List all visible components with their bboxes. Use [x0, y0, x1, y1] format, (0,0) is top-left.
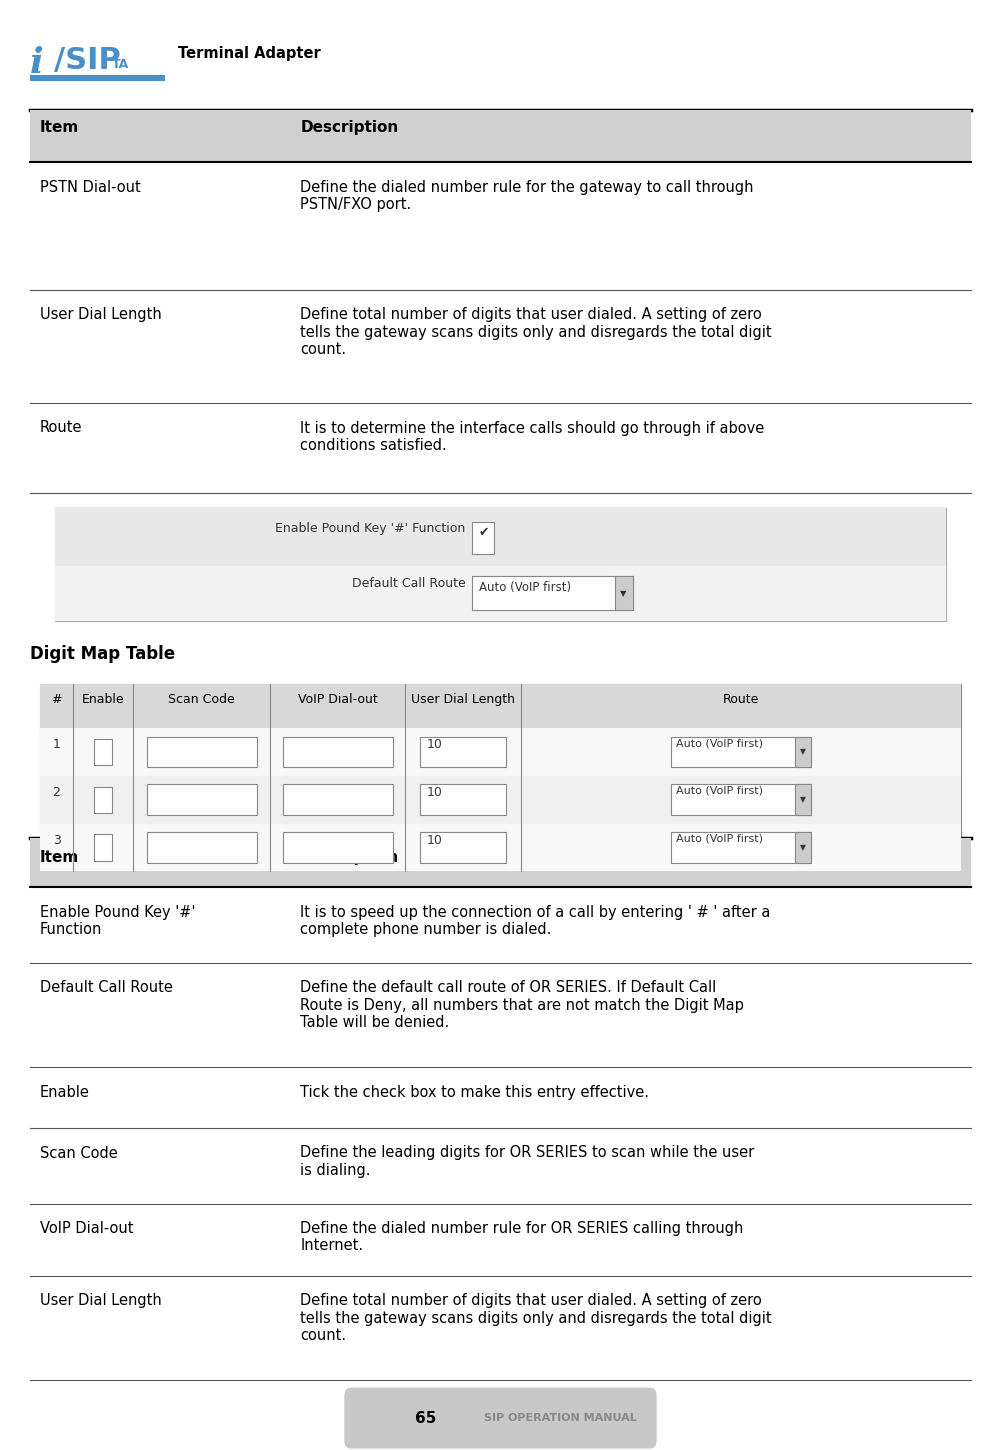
Text: Auto (VoIP first): Auto (VoIP first)	[676, 834, 763, 844]
Text: Enable: Enable	[82, 693, 124, 706]
Bar	[283, 784, 392, 815]
Bar	[795, 832, 811, 863]
Text: Auto (VoIP first): Auto (VoIP first)	[479, 581, 572, 594]
Bar	[283, 737, 392, 767]
Text: Tick the check box to make this entry effective.: Tick the check box to make this entry ef…	[300, 1085, 650, 1099]
Bar	[472, 576, 633, 610]
Bar	[40, 824, 961, 871]
Bar	[147, 784, 256, 815]
Bar	[55, 566, 946, 621]
Text: SIP OPERATION MANUAL: SIP OPERATION MANUAL	[484, 1414, 637, 1422]
Text: Define the dialed number rule for OR SERIES calling through
Internet.: Define the dialed number rule for OR SER…	[300, 1221, 744, 1253]
Bar	[55, 507, 946, 566]
Text: Define the default call route of OR SERIES. If Default Call
Route is Deny, all n: Define the default call route of OR SERI…	[300, 980, 744, 1030]
Text: Scan Code: Scan Code	[40, 1146, 118, 1160]
Text: It is to determine the interface calls should go through if above
conditions sat: It is to determine the interface calls s…	[300, 420, 765, 452]
Text: Enable Pound Key '#' Function: Enable Pound Key '#' Function	[275, 522, 465, 535]
Text: 10: 10	[426, 738, 442, 751]
Text: Item: Item	[40, 120, 79, 135]
Bar	[420, 832, 506, 863]
Text: Define the leading digits for OR SERIES to scan while the user
is dialing.: Define the leading digits for OR SERIES …	[300, 1146, 755, 1177]
Text: Description: Description	[300, 120, 398, 135]
Text: Auto (VoIP first): Auto (VoIP first)	[676, 738, 763, 748]
Text: User Dial Length: User Dial Length	[40, 307, 162, 322]
Bar	[795, 737, 811, 767]
Bar	[40, 728, 961, 776]
Text: Route: Route	[40, 420, 82, 435]
Text: Default Call Route: Default Call Route	[351, 577, 465, 590]
Text: VoIP Dial-out: VoIP Dial-out	[40, 1221, 133, 1235]
Text: Define total number of digits that user dialed. A setting of zero
tells the gate: Define total number of digits that user …	[300, 1293, 772, 1343]
Text: Enable: Enable	[40, 1085, 90, 1099]
Text: 1: 1	[53, 738, 60, 751]
Bar	[147, 832, 256, 863]
Text: ▼: ▼	[800, 795, 806, 805]
FancyBboxPatch shape	[344, 1388, 657, 1449]
Bar	[472, 522, 494, 554]
Text: i: i	[30, 46, 44, 80]
Bar	[94, 786, 112, 812]
Bar	[671, 832, 811, 863]
Text: 65: 65	[414, 1411, 436, 1425]
Text: ▼: ▼	[800, 747, 806, 757]
Text: 10: 10	[426, 786, 442, 799]
Bar	[420, 737, 506, 767]
Text: ▼: ▼	[800, 842, 806, 853]
Text: 3: 3	[53, 834, 60, 847]
Text: #: #	[51, 693, 62, 706]
Bar	[94, 834, 112, 860]
Bar	[795, 784, 811, 815]
Bar	[40, 684, 961, 871]
Text: Description: Description	[300, 850, 398, 864]
Bar	[671, 784, 811, 815]
Bar	[94, 740, 112, 766]
Text: 2: 2	[53, 786, 60, 799]
Bar	[30, 110, 971, 162]
Text: ▼: ▼	[621, 589, 627, 597]
Text: VoIP Dial-out: VoIP Dial-out	[298, 693, 377, 706]
Text: TA: TA	[112, 58, 129, 71]
Bar	[55, 507, 946, 621]
Text: Scan Code: Scan Code	[168, 693, 235, 706]
Text: Define the dialed number rule for the gateway to call through
PSTN/FXO port.: Define the dialed number rule for the ga…	[300, 180, 754, 212]
Bar	[420, 784, 506, 815]
Bar	[30, 838, 971, 887]
Bar	[30, 75, 165, 81]
Text: PSTN Dial-out: PSTN Dial-out	[40, 180, 141, 194]
Bar	[147, 737, 256, 767]
Text: Default Call Route: Default Call Route	[40, 980, 173, 995]
Bar	[615, 576, 633, 610]
Text: User Dial Length: User Dial Length	[411, 693, 515, 706]
Bar	[40, 776, 961, 824]
Text: Route: Route	[723, 693, 759, 706]
Text: /SIP: /SIP	[54, 46, 121, 75]
Bar	[671, 737, 811, 767]
Text: Item: Item	[40, 850, 79, 864]
Text: 10: 10	[426, 834, 442, 847]
Text: Enable Pound Key '#'
Function: Enable Pound Key '#' Function	[40, 905, 195, 937]
Text: Digit Map Table: Digit Map Table	[30, 645, 175, 663]
Bar	[283, 832, 392, 863]
Text: Auto (VoIP first): Auto (VoIP first)	[676, 786, 763, 796]
Text: User Dial Length: User Dial Length	[40, 1293, 162, 1308]
Text: ✔: ✔	[478, 526, 488, 539]
Text: Define total number of digits that user dialed. A setting of zero
tells the gate: Define total number of digits that user …	[300, 307, 772, 357]
Text: Terminal Adapter: Terminal Adapter	[178, 46, 321, 61]
Bar	[40, 684, 961, 728]
Text: It is to speed up the connection of a call by entering ' # ' after a
complete ph: It is to speed up the connection of a ca…	[300, 905, 771, 937]
